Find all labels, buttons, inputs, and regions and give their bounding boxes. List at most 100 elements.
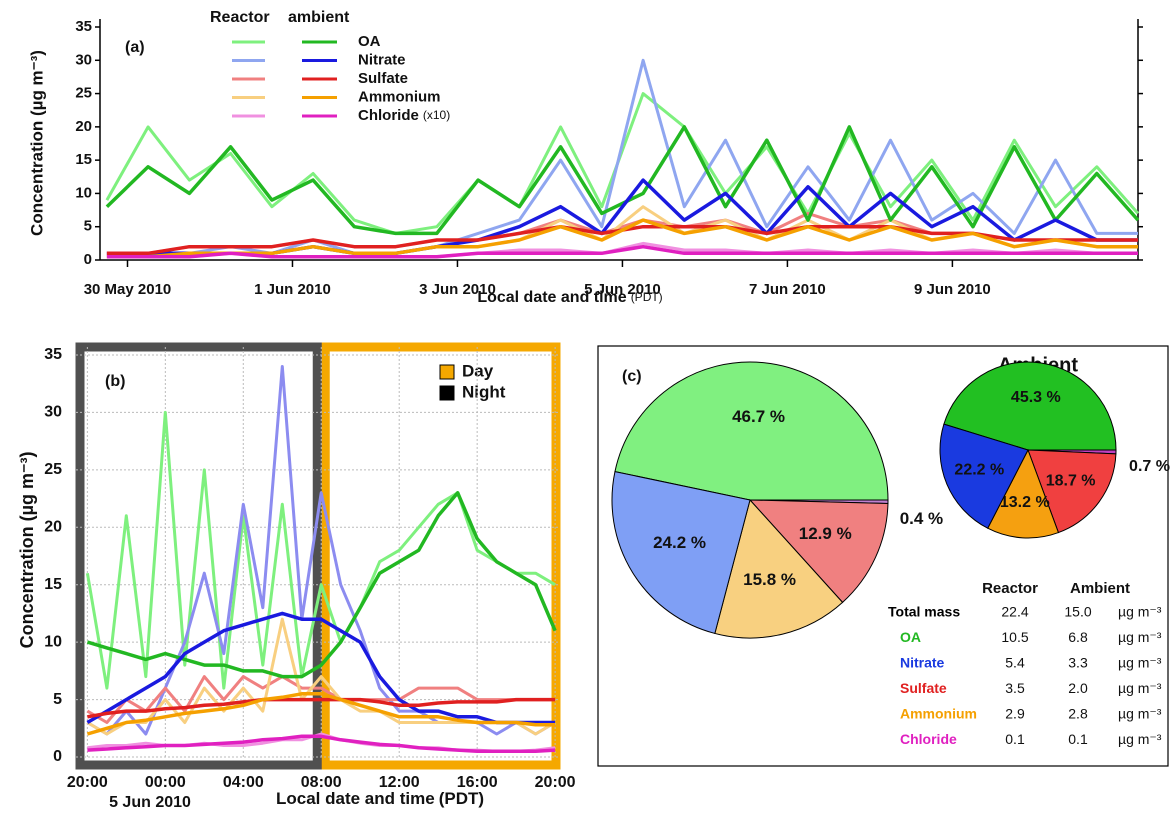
pie-slice	[1027, 449, 1117, 534]
legend-name: Ammonium	[358, 88, 441, 105]
row-label: Nitrate	[900, 655, 945, 671]
y-tick-label: 30	[75, 51, 92, 68]
x-tick-label: 1 Jun 2010	[254, 281, 331, 298]
x-tick-label: 04:00	[223, 774, 264, 791]
pie-slice	[614, 361, 889, 501]
pie-label: 24.2 %	[653, 533, 706, 552]
pie-slice	[611, 470, 751, 635]
legend-name: Chloride	[358, 107, 419, 124]
y-tick-label: 35	[44, 346, 62, 363]
x-tick-label: 3 Jun 2010	[419, 281, 496, 298]
cell: 5.4	[1005, 655, 1025, 671]
legend-label: Ammonium	[358, 88, 441, 105]
row-label: Sulfate	[900, 680, 947, 696]
pie-label: 45.3 %	[1011, 389, 1061, 406]
unit: µg m⁻³	[1118, 731, 1162, 747]
y-axis-label: Concentration (µg m⁻³)	[17, 452, 37, 649]
panel-label: (c)	[622, 368, 642, 385]
legend-note: (x10)	[423, 108, 450, 122]
y-tick-label: 5	[84, 218, 92, 235]
cell: 0.1	[1068, 731, 1088, 747]
row-label: OA	[900, 629, 921, 645]
unit: µg m⁻³	[1118, 655, 1162, 671]
x-tick-label: 20:00	[67, 774, 108, 791]
legend-swatch	[439, 385, 455, 401]
pie-label: 13.2 %	[1000, 494, 1050, 511]
x-tick-label: 20:00	[535, 774, 576, 791]
cell: 6.8	[1068, 629, 1088, 645]
x-tick-label: 9 Jun 2010	[914, 281, 991, 298]
legend-name: Nitrate	[358, 51, 406, 68]
y-tick-label: 25	[75, 85, 92, 102]
legend-header: Reactor	[210, 9, 270, 26]
cell: 10.5	[1001, 629, 1028, 645]
legend-name: Sulfate	[358, 70, 408, 87]
series-line	[85, 410, 556, 690]
row-label: Chloride	[900, 731, 957, 747]
y-tick-label: 35	[75, 18, 92, 35]
cell: 2.0	[1068, 680, 1088, 696]
period-frame	[320, 342, 561, 770]
table-header: Ambient	[1070, 580, 1130, 597]
x-tick-label: 30 May 2010	[84, 281, 172, 298]
pie-slice	[714, 498, 844, 639]
x-tick-label: 16:00	[457, 774, 498, 791]
legend-header: ambient	[288, 9, 350, 26]
pie-label: 22.2 %	[954, 462, 1004, 479]
unit: µg m⁻³	[1118, 706, 1162, 722]
x-axis-note: (PDT)	[631, 290, 663, 304]
cell: 0.1	[1005, 731, 1025, 747]
cell: 2.8	[1068, 706, 1088, 722]
legend-label: Sulfate	[358, 70, 408, 87]
series-line	[86, 491, 557, 679]
series-line	[86, 692, 556, 736]
pie-label: 0.7 %	[1129, 458, 1170, 475]
panel-label: (a)	[125, 39, 145, 56]
x-axis-note: (PDT)	[439, 789, 484, 808]
x-tick-label: 00:00	[145, 774, 186, 791]
x-tick-label: 5 Jun 2010	[584, 281, 661, 298]
legend-swatch	[439, 364, 455, 380]
unit: µg m⁻³	[1118, 604, 1162, 620]
series-line	[106, 218, 1138, 259]
x-tick-label: 08:00	[301, 774, 342, 791]
series-line	[106, 244, 1138, 259]
legend-name: OA	[358, 33, 381, 50]
cell: 3.3	[1068, 655, 1088, 671]
panel-frame	[597, 345, 1169, 767]
y-tick-label: 0	[53, 748, 62, 765]
pie-slice	[748, 499, 889, 604]
cell: 2.9	[1005, 706, 1025, 722]
cell: 15.0	[1064, 604, 1091, 620]
cell: 22.4	[1001, 604, 1028, 620]
y-tick-label: 10	[44, 633, 62, 650]
period-frame	[75, 342, 322, 770]
pie-slice	[987, 448, 1060, 539]
y-tick-label: 15	[44, 576, 62, 593]
cell: 3.5	[1005, 680, 1025, 696]
legend-label: Day	[462, 361, 494, 380]
row-label: Ammonium	[900, 706, 977, 722]
series-line	[105, 125, 1140, 236]
pie-label: 15.8 %	[743, 570, 796, 589]
row-label: Total mass	[888, 604, 960, 620]
series-line	[87, 734, 556, 754]
y-tick-label: 15	[75, 151, 92, 168]
series-line	[86, 611, 556, 725]
pie-label: 46.7 %	[732, 407, 785, 426]
date-label: 5 Jun 2010	[109, 794, 191, 811]
x-tick-label: 7 Jun 2010	[749, 281, 826, 298]
pie-slice	[939, 423, 1029, 529]
series-line	[87, 697, 556, 719]
table-header: Reactor	[982, 580, 1038, 597]
unit: µg m⁻³	[1118, 680, 1162, 696]
x-axis-label: Local date and time (PDT)	[477, 289, 662, 306]
y-tick-label: 5	[53, 691, 62, 708]
legend-label: Night	[462, 382, 506, 401]
pie-slice	[943, 361, 1117, 451]
x-axis-title: Local date and time	[477, 289, 626, 306]
series-line	[86, 675, 556, 724]
pie-label: 18.7 %	[1046, 472, 1096, 489]
y-axis-label: Concentration (µg m⁻³)	[27, 50, 46, 236]
